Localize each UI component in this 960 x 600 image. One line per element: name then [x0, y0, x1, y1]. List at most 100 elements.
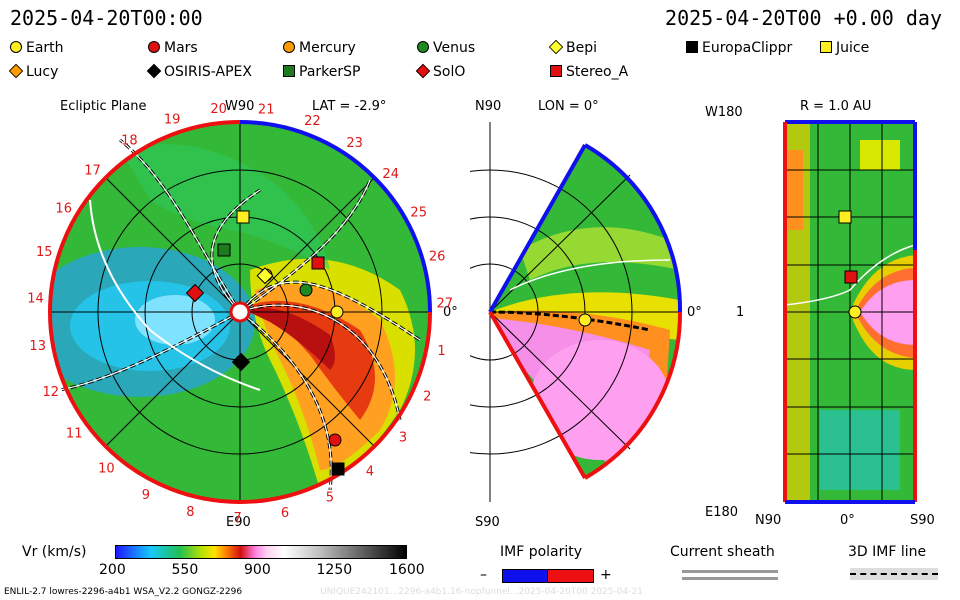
meridional-bottom-label: S90: [475, 515, 500, 530]
legend-item-mercury: Mercury: [283, 40, 356, 56]
solo-marker[interactable]: [185, 283, 205, 303]
earth-marker-radial[interactable]: [848, 305, 862, 319]
carrington-label: 15: [36, 245, 53, 260]
current-sheath-label: Current sheath: [670, 544, 775, 560]
ecliptic-title: Ecliptic Plane: [60, 99, 146, 114]
legend-item-bepi: Bepi: [548, 39, 597, 56]
legend-item-label: Bepi: [566, 40, 597, 56]
start-datetime: 2025-04-20T00:00: [10, 6, 203, 30]
radial-x-left-label: N90: [755, 513, 781, 528]
colorbar-label: Vr (km/s): [22, 544, 87, 560]
carrington-label: 23: [346, 136, 363, 151]
carrington-label: 12: [43, 385, 60, 400]
diamond-icon: [415, 63, 431, 79]
legend-item-label: Earth: [26, 40, 64, 56]
colorbar-tick-label: 1250: [316, 562, 353, 578]
ecliptic-plane-panel: Ecliptic Plane W90 LAT = -2.9° 0° E90 12…: [27, 99, 458, 530]
mars-marker[interactable]: [328, 433, 342, 447]
stereo-a-marker-radial[interactable]: [844, 270, 858, 284]
radial-x-right-label: S90: [910, 513, 935, 528]
legend-item-label: Lucy: [26, 64, 59, 80]
legend-item-parkersp: ParkerSP: [283, 64, 360, 80]
legend-item-label: Venus: [433, 40, 476, 56]
imf-line-swatch: [850, 568, 938, 580]
radial-top-left-label: W180: [705, 105, 743, 120]
current-sheath-line-b: [682, 577, 778, 580]
venus-marker[interactable]: [299, 283, 313, 297]
carrington-label: 8: [186, 505, 194, 520]
vr-colorbar: [115, 545, 407, 559]
ecliptic-right-label: 0°: [443, 305, 458, 320]
radial-mid-left-label: 1: [736, 305, 744, 320]
colorbar-tick-label: 900: [244, 562, 271, 578]
carrington-label: 26: [429, 250, 446, 265]
circle-icon: [10, 41, 22, 53]
legend-item-label: SolO: [433, 64, 466, 80]
juice-marker-radial[interactable]: [838, 210, 852, 224]
legend-item-earth: Earth: [10, 40, 64, 56]
elapsed-datetime: 2025-04-20T00 +0.00 day: [665, 6, 942, 30]
carrington-label: 10: [98, 462, 115, 477]
legend-item-juice: Juice: [820, 40, 869, 56]
carrington-label: 17: [84, 164, 101, 179]
meridional-lon-label: LON = 0°: [538, 99, 599, 114]
carrington-label: 25: [410, 206, 427, 221]
carrington-label: 3: [399, 430, 407, 445]
carrington-label: 7: [233, 511, 241, 526]
legend-item-label: Mercury: [299, 40, 356, 56]
legend-item-solo: SolO: [415, 63, 466, 80]
earth-marker-meridional[interactable]: [578, 313, 592, 327]
carrington-label: 5: [326, 490, 334, 505]
earth-marker[interactable]: [330, 305, 344, 319]
legend-item-lucy: Lucy: [8, 63, 59, 80]
colorbar-tick-label: 1600: [389, 562, 425, 578]
carrington-label: 13: [29, 339, 46, 354]
carrington-label: 1: [437, 344, 445, 359]
radial-bottom-left-label: E180: [705, 505, 738, 520]
legend-item-venus: Venus: [417, 40, 475, 56]
run-watermark: UNIQUE242101...2296-a4b1.16-nopfunnel...…: [320, 587, 643, 597]
legend-item-osiris-apex: OSIRIS-APEX: [146, 63, 252, 80]
imf-line-label: 3D IMF line: [848, 544, 927, 560]
meridional-right-label: 0°: [687, 305, 702, 320]
meridional-top-label: N90: [475, 99, 501, 114]
legend-item-label: Juice: [836, 40, 870, 56]
legend-item-label: Mars: [164, 40, 198, 56]
europaclipper-marker[interactable]: [331, 462, 345, 476]
radial-x-mid-label: 0°: [840, 513, 855, 528]
carrington-label: 22: [304, 114, 321, 129]
carrington-label: 24: [382, 167, 399, 182]
stereo-a-marker[interactable]: [311, 256, 325, 270]
carrington-label: 11: [66, 427, 83, 442]
carrington-label: 21: [258, 103, 275, 118]
current-sheath-line-a: [682, 570, 778, 573]
circle-icon: [417, 41, 429, 53]
imf-minus: –: [480, 567, 487, 583]
parkersp-marker[interactable]: [217, 243, 231, 257]
legend-item-mars: Mars: [148, 40, 198, 56]
juice-marker[interactable]: [236, 210, 250, 224]
colorbar-tick-label: 200: [99, 562, 126, 578]
legend-item-stereo-a: Stereo_A: [550, 64, 628, 80]
radial-r-label: R = 1.0 AU: [800, 99, 871, 114]
diamond-icon: [8, 63, 24, 79]
imf-plus: +: [600, 567, 612, 583]
legend-item-label: Stereo_A: [566, 64, 629, 80]
legend-item-label: EuropaClippr: [702, 40, 793, 56]
osiris-apex-marker[interactable]: [231, 352, 251, 372]
circle-icon: [148, 41, 160, 53]
carrington-label: 18: [121, 133, 138, 148]
carrington-label: 6: [281, 506, 289, 521]
imf-polarity-label: IMF polarity: [500, 544, 583, 560]
carrington-label: 19: [164, 113, 181, 128]
imf-positive-swatch: [547, 569, 594, 583]
circle-icon: [283, 41, 295, 53]
square-icon: [686, 41, 698, 53]
radial-surface-panel: R = 1.0 AU W180 1 E180 N90 0° S90: [705, 99, 935, 528]
colorbar-tick-label: 550: [171, 562, 199, 578]
square-icon: [820, 41, 832, 53]
carrington-label: 4: [366, 465, 374, 480]
bepi-marker[interactable]: [256, 267, 274, 285]
imf-negative-swatch: [502, 569, 549, 583]
